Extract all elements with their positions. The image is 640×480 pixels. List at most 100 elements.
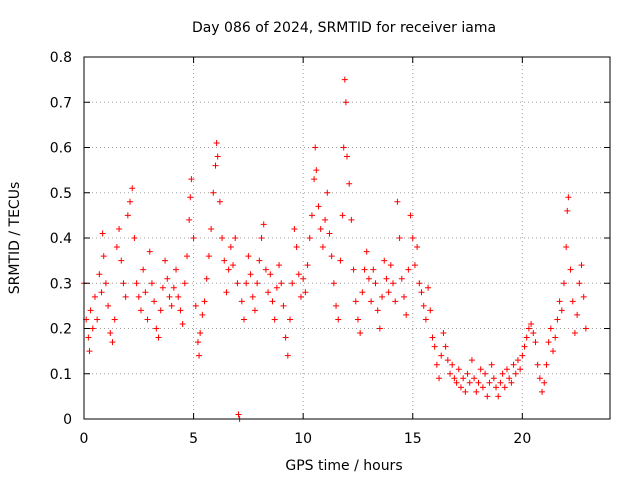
data-point xyxy=(372,280,379,287)
data-point xyxy=(363,248,370,255)
data-point xyxy=(486,379,493,386)
data-point xyxy=(466,379,473,386)
data-point xyxy=(348,216,355,223)
y-axis-label: SRMTID / TECUs xyxy=(7,182,23,295)
data-point xyxy=(96,271,103,278)
data-point xyxy=(550,348,557,355)
data-point xyxy=(170,284,177,291)
data-point xyxy=(501,384,508,391)
data-point xyxy=(457,384,464,391)
data-point xyxy=(342,99,349,106)
data-point xyxy=(322,216,329,223)
data-point xyxy=(335,316,342,323)
data-point xyxy=(528,320,535,327)
data-point xyxy=(541,379,548,386)
data-point xyxy=(291,225,298,232)
data-point xyxy=(197,330,204,337)
data-point xyxy=(453,379,460,386)
chart-title: Day 086 of 2024, SRMTID for receiver iam… xyxy=(192,20,496,36)
data-point xyxy=(547,325,554,332)
data-point xyxy=(107,330,114,337)
data-point xyxy=(280,302,287,309)
data-point xyxy=(265,289,272,296)
data-point xyxy=(330,280,337,287)
data-point xyxy=(564,207,571,214)
data-point xyxy=(216,198,223,205)
data-point xyxy=(567,266,574,273)
data-point xyxy=(361,266,368,273)
data-point xyxy=(578,262,585,269)
data-point xyxy=(258,235,265,241)
data-point xyxy=(91,293,98,300)
data-point xyxy=(333,302,340,309)
data-point xyxy=(365,275,372,282)
data-point xyxy=(247,271,254,278)
data-point xyxy=(405,266,412,273)
data-point xyxy=(471,375,478,382)
data-point xyxy=(212,162,219,169)
data-point xyxy=(278,280,285,287)
data-point xyxy=(201,298,208,305)
data-point xyxy=(510,361,517,368)
data-point xyxy=(534,361,541,368)
data-point xyxy=(113,244,120,251)
data-point xyxy=(199,311,206,318)
data-point xyxy=(213,139,220,146)
data-point xyxy=(416,280,423,287)
data-point xyxy=(151,298,158,305)
data-point xyxy=(460,375,467,382)
data-point xyxy=(414,244,421,251)
data-point xyxy=(311,176,318,183)
data-point xyxy=(116,225,123,232)
data-point xyxy=(390,280,397,287)
data-point xyxy=(499,370,506,377)
data-point xyxy=(187,194,194,201)
data-point xyxy=(99,230,106,237)
data-point xyxy=(431,343,438,350)
data-point xyxy=(105,302,112,309)
data-point xyxy=(98,289,105,296)
data-point xyxy=(545,339,552,346)
data-point xyxy=(396,235,403,241)
data-point xyxy=(240,316,247,323)
grid xyxy=(84,57,610,419)
data-point xyxy=(455,366,462,373)
data-point xyxy=(100,253,107,260)
data-point xyxy=(293,244,300,251)
data-point xyxy=(168,302,175,309)
data-point xyxy=(177,307,184,314)
data-point xyxy=(179,320,186,327)
axis-ticks xyxy=(83,56,610,420)
data-point xyxy=(238,298,245,305)
x-tick-label: 20 xyxy=(513,431,531,447)
data-point xyxy=(344,153,350,160)
data-point xyxy=(148,280,155,287)
data-point xyxy=(477,366,484,373)
y-tick-label: 0.5 xyxy=(50,186,72,202)
y-tick-label: 0.6 xyxy=(50,141,72,157)
data-point xyxy=(346,180,353,187)
data-point xyxy=(495,393,502,400)
data-point xyxy=(530,330,537,337)
data-point xyxy=(328,253,335,260)
data-point xyxy=(376,325,383,332)
data-point xyxy=(532,339,539,346)
data-point xyxy=(420,302,427,309)
data-point xyxy=(260,221,267,228)
data-point xyxy=(271,316,278,323)
data-point xyxy=(109,339,116,346)
data-point xyxy=(442,343,449,350)
data-point xyxy=(144,316,151,323)
data-point xyxy=(269,298,276,305)
plot-frame xyxy=(83,56,611,420)
data-point xyxy=(122,293,129,300)
data-point xyxy=(85,334,92,341)
data-point xyxy=(173,266,180,273)
data-point xyxy=(438,352,445,359)
data-point xyxy=(341,76,348,83)
x-tick-label: 0 xyxy=(80,431,89,447)
data-point xyxy=(569,298,576,305)
data-point xyxy=(249,293,256,300)
data-point xyxy=(164,275,171,282)
data-point xyxy=(276,262,283,269)
